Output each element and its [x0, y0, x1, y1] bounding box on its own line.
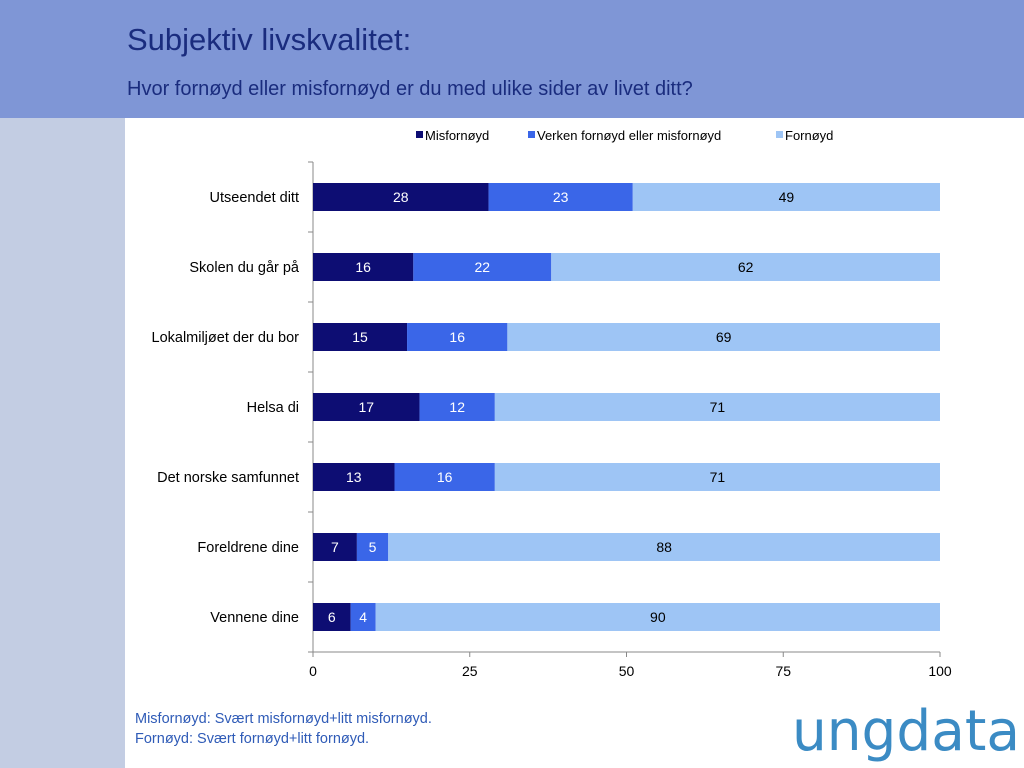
data-label: 23: [553, 189, 569, 205]
category-label: Utseendet ditt: [210, 190, 299, 206]
bar-segment-1: [313, 253, 414, 281]
bar-segment-3: [375, 603, 940, 631]
bar-segment-3: [494, 393, 940, 421]
footnote-line-2: Fornøyd: Svært fornøyd+litt fornøyd.: [135, 731, 370, 747]
category-label: Helsa di: [247, 400, 299, 416]
data-label: 12: [449, 399, 465, 415]
legend-swatch: [776, 131, 783, 138]
data-label: 62: [738, 259, 754, 275]
category-label: Foreldrene dine: [197, 540, 299, 556]
data-label: 17: [359, 399, 375, 415]
bar-segment-2: [407, 323, 508, 351]
x-tick-label: 25: [462, 663, 478, 679]
data-label: 13: [346, 469, 362, 485]
data-label: 90: [650, 609, 666, 625]
data-label: 49: [779, 189, 795, 205]
slide-subtitle: Hvor fornøyd eller misfornøyd er du med …: [127, 78, 693, 100]
data-label: 71: [710, 469, 726, 485]
legend-swatch: [416, 131, 423, 138]
bar-segment-2: [419, 393, 495, 421]
bar-segment-1: [313, 323, 408, 351]
x-tick-label: 75: [775, 663, 791, 679]
slide-title: Subjektiv livskvalitet:: [127, 22, 412, 57]
left-side-band: [0, 118, 125, 768]
data-label: 4: [359, 609, 367, 625]
data-label: 16: [355, 259, 371, 275]
legend-label: Verken fornøyd eller misfornøyd: [537, 128, 721, 143]
bar-segment-2: [394, 463, 495, 491]
data-label: 16: [449, 329, 465, 345]
ungdata-logo: ungdata: [792, 700, 1020, 764]
bar-segment-1: [313, 393, 420, 421]
bar-segment-2: [488, 183, 633, 211]
x-tick-label: 0: [309, 663, 317, 679]
category-label: Lokalmiljøet der du bor: [152, 330, 300, 346]
bar-segment-3: [388, 533, 940, 561]
legend-swatch: [528, 131, 535, 138]
data-label: 69: [716, 329, 732, 345]
bar-segment-3: [551, 253, 940, 281]
legend-label: Fornøyd: [785, 128, 833, 143]
bar-segment-3: [632, 183, 940, 211]
logo-wordmark: ungdata: [792, 700, 1020, 764]
data-label: 7: [331, 539, 339, 555]
category-label: Skolen du går på: [189, 260, 300, 276]
data-label: 71: [710, 399, 726, 415]
header-banner: Subjektiv livskvalitet: Hvor fornøyd ell…: [0, 0, 1024, 118]
legend-label: Misfornøyd: [425, 128, 489, 143]
data-label: 6: [328, 609, 336, 625]
x-tick-label: 100: [928, 663, 952, 679]
bar-segment-1: [313, 183, 489, 211]
x-tick-label: 50: [619, 663, 635, 679]
footnote-line-1: Misfornøyd: Svært misfornøyd+litt misfor…: [135, 711, 432, 727]
bar-segment-1: [313, 463, 395, 491]
bar-segment-1: [313, 603, 351, 631]
footnote: Misfornøyd: Svært misfornøyd+litt misfor…: [135, 709, 432, 749]
bar-segment-3: [494, 463, 940, 491]
bar-segment-2: [356, 533, 389, 561]
bar-segment-3: [507, 323, 940, 351]
data-label: 22: [475, 259, 491, 275]
data-label: 15: [352, 329, 368, 345]
data-label: 16: [437, 469, 453, 485]
category-label: Det norske samfunnet: [157, 470, 299, 486]
data-label: 28: [393, 189, 409, 205]
data-label: 88: [656, 539, 672, 555]
bar-segment-2: [350, 603, 376, 631]
data-label: 5: [369, 539, 377, 555]
bar-segment-1: [313, 533, 357, 561]
category-label: Vennene dine: [210, 610, 299, 626]
bar-segment-2: [413, 253, 552, 281]
